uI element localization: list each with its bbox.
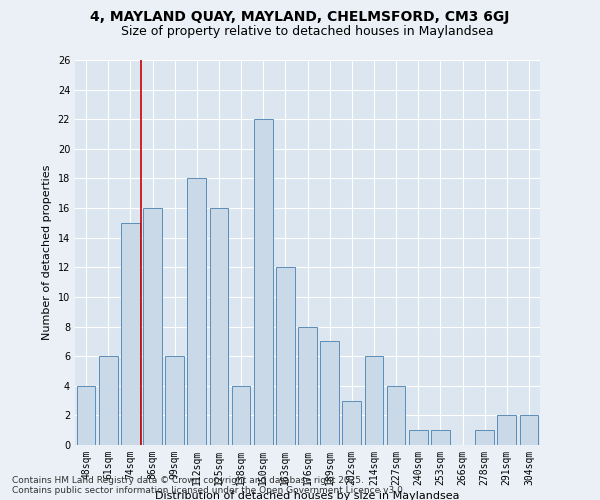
- Bar: [365, 356, 383, 445]
- X-axis label: Distribution of detached houses by size in Maylandsea: Distribution of detached houses by size …: [155, 490, 460, 500]
- Bar: [165, 356, 184, 445]
- Bar: [343, 400, 361, 445]
- Bar: [431, 430, 450, 445]
- Bar: [99, 356, 118, 445]
- Bar: [276, 268, 295, 445]
- Bar: [254, 119, 272, 445]
- Bar: [298, 326, 317, 445]
- Bar: [520, 416, 538, 445]
- Bar: [209, 208, 229, 445]
- Bar: [320, 342, 339, 445]
- Bar: [143, 208, 162, 445]
- Bar: [232, 386, 250, 445]
- Bar: [497, 416, 516, 445]
- Text: 4, MAYLAND QUAY, MAYLAND, CHELMSFORD, CM3 6GJ: 4, MAYLAND QUAY, MAYLAND, CHELMSFORD, CM…: [91, 10, 509, 24]
- Title: Size of property relative to detached houses in Maylandsea: Size of property relative to detached ho…: [121, 25, 494, 38]
- Bar: [187, 178, 206, 445]
- Bar: [386, 386, 406, 445]
- Bar: [475, 430, 494, 445]
- Bar: [77, 386, 95, 445]
- Y-axis label: Number of detached properties: Number of detached properties: [42, 165, 52, 340]
- Bar: [409, 430, 428, 445]
- Text: Contains HM Land Registry data © Crown copyright and database right 2025.
Contai: Contains HM Land Registry data © Crown c…: [12, 476, 406, 495]
- Bar: [121, 223, 140, 445]
